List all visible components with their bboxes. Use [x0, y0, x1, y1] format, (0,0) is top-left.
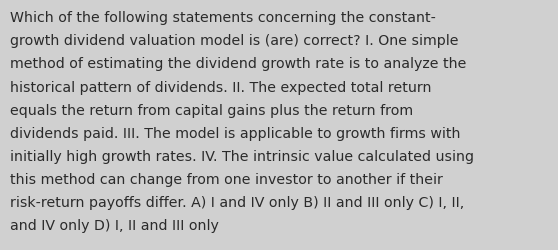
Text: equals the return from capital gains plus the return from: equals the return from capital gains plu…: [10, 103, 413, 117]
Text: method of estimating the dividend growth rate is to analyze the: method of estimating the dividend growth…: [10, 57, 466, 71]
Text: historical pattern of dividends. II. The expected total return: historical pattern of dividends. II. The…: [10, 80, 431, 94]
Text: risk-return payoffs differ. A) I and IV only B) II and III only C) I, II,: risk-return payoffs differ. A) I and IV …: [10, 195, 464, 209]
Text: this method can change from one investor to another if their: this method can change from one investor…: [10, 172, 443, 186]
Text: Which of the following statements concerning the constant-: Which of the following statements concer…: [10, 11, 436, 25]
Text: dividends paid. III. The model is applicable to growth firms with: dividends paid. III. The model is applic…: [10, 126, 460, 140]
Text: and IV only D) I, II and III only: and IV only D) I, II and III only: [10, 218, 219, 232]
Text: growth dividend valuation model is (are) correct? I. One simple: growth dividend valuation model is (are)…: [10, 34, 459, 48]
Text: initially high growth rates. IV. The intrinsic value calculated using: initially high growth rates. IV. The int…: [10, 149, 474, 163]
